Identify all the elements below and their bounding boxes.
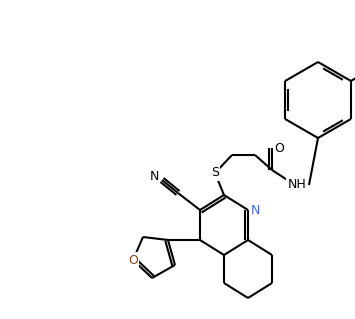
Text: N: N — [149, 169, 159, 182]
Text: N: N — [250, 204, 260, 217]
Text: O: O — [274, 142, 284, 154]
Text: S: S — [211, 167, 219, 180]
Text: NH: NH — [288, 179, 306, 191]
Text: O: O — [128, 254, 138, 266]
